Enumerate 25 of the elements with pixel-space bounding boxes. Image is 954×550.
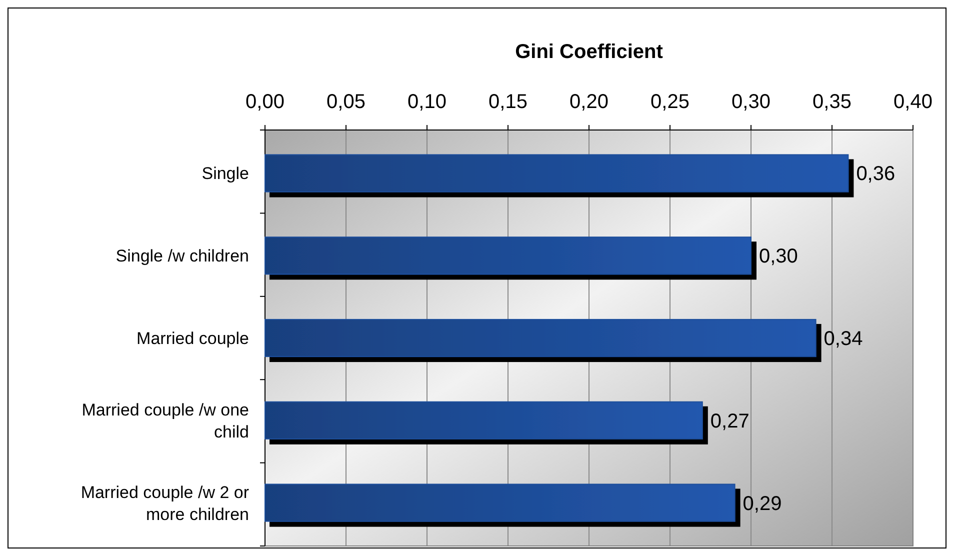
x-tick-label: 0,35: [812, 91, 852, 113]
x-tick-label: 0,25: [650, 91, 690, 113]
bar: [264, 236, 752, 275]
x-tick-label: 0,00: [246, 91, 284, 113]
bar: [264, 484, 736, 522]
bar: [264, 318, 816, 358]
data-label: 0,29: [742, 492, 782, 515]
y-tick-label: Married couple: [136, 329, 249, 348]
bar: [264, 401, 703, 440]
y-tick-label: Single: [202, 164, 249, 184]
data-label: 0,30: [759, 246, 798, 268]
chart-title: Gini Coefficient: [515, 41, 664, 63]
x-tick-label: 0,40: [894, 91, 932, 113]
data-label: 0,27: [710, 410, 750, 432]
x-tick-label: 0,05: [326, 91, 366, 113]
x-tick-label: 0,30: [732, 91, 770, 113]
bar: [264, 154, 849, 192]
x-tick-label: 0,10: [408, 91, 446, 113]
y-tick-label: Single /w children: [116, 246, 249, 266]
x-tick-label: 0,15: [488, 91, 528, 113]
y-tick-label: Married couple /w one child: [82, 400, 249, 442]
x-tick-label: 0,20: [570, 91, 608, 113]
data-label: 0,36: [856, 163, 896, 186]
data-label: 0,34: [824, 328, 863, 350]
y-tick-label: Married couple /w 2 or more children: [80, 482, 250, 524]
